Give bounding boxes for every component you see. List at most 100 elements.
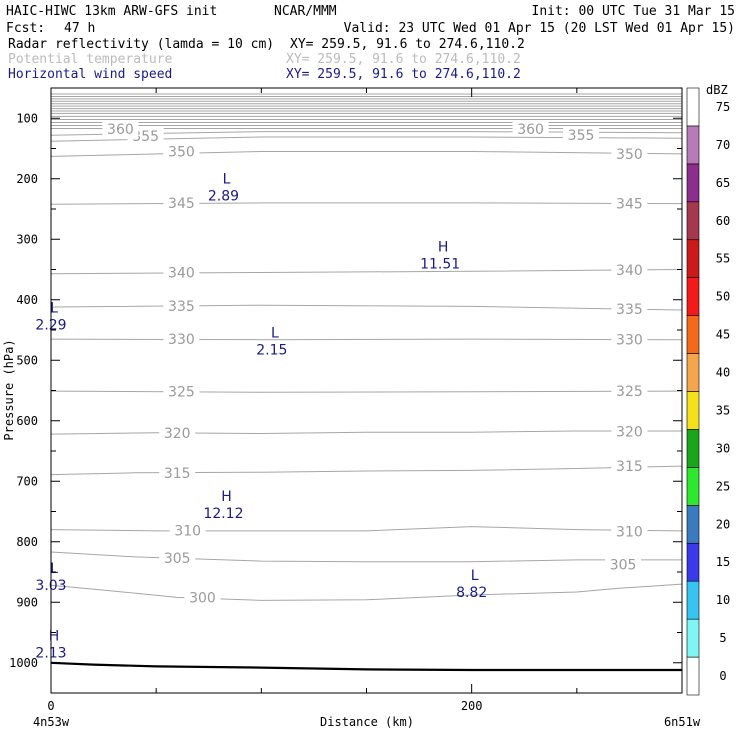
wind-extremum-type: L	[471, 568, 479, 584]
theta-contour-label: 335	[168, 299, 195, 315]
colorbar-swatch	[686, 656, 700, 696]
theta-label-gap	[163, 194, 200, 210]
theta-label-gap	[159, 550, 196, 566]
colorbar-swatch	[686, 353, 700, 392]
wind-extremum-type: L	[50, 561, 58, 577]
colorbar-swatch	[686, 618, 700, 658]
wind-extremum-type: L	[271, 325, 279, 341]
terrain-surface	[50, 661, 682, 672]
theta-contour-label: 340	[168, 266, 195, 282]
theta-contour-label: 305	[164, 551, 191, 567]
x-end-label-left: 4n53w	[33, 715, 70, 729]
wind-extremum-type: L	[50, 300, 58, 316]
colorbar-swatch	[686, 580, 700, 620]
theta-contour-315	[50, 465, 683, 476]
colorbar-level-label: 0	[719, 669, 726, 683]
colorbar-level-label: 35	[716, 403, 730, 417]
y-axis-label: Pressure (hPa)	[2, 339, 16, 440]
theta-label-gap	[611, 300, 648, 316]
x-end-label-right: 6n51w	[664, 715, 701, 729]
wind-extremum-type: H	[221, 489, 232, 505]
plot-area: 300 305 305 310 310 315 315 320 320 325 325 330 330 3…	[2, 87, 701, 729]
theta-label-gap	[163, 143, 200, 159]
field-name-theta: Potential temperature	[8, 52, 173, 67]
theta-contour-label: 320	[164, 426, 191, 442]
colorbar-level-label: 30	[716, 441, 730, 455]
center-label: NCAR/MMM	[274, 4, 337, 19]
theta-contour-label: 350	[168, 145, 195, 161]
theta-contour-label: 350	[616, 147, 643, 163]
colorbar-swatch	[686, 467, 700, 506]
field-xy-wind: XY= 259.5, 91.6 to 274.6,110.2	[286, 67, 521, 82]
wind-extremum-value: 8.82	[456, 585, 487, 601]
theta-contour-340	[50, 269, 683, 275]
wind-extremum-type: L	[223, 172, 231, 188]
theta-contour-label: 315	[616, 459, 643, 475]
plot-background	[51, 88, 682, 693]
surface-pressure-line	[50, 661, 682, 672]
y-axis-ticks: 100 200 300 400 500 600 700 800 900 1000	[9, 111, 682, 694]
theta-label-gap	[605, 556, 642, 572]
colorbar-swatch	[686, 277, 700, 316]
theta-label-gap	[611, 383, 648, 399]
wind-extremum-value: 2.15	[256, 342, 287, 358]
theta-contour-345	[50, 202, 683, 205]
theta-contour-350	[50, 151, 683, 157]
theta-contour-label: 345	[168, 196, 195, 212]
theta-contour-325	[50, 390, 683, 393]
field-name-reflectivity: Radar reflectivity (lamda = 10 cm)	[8, 37, 274, 52]
x-axis-ticks: 0 200	[47, 88, 683, 713]
model-title: HAIC-HIWC 13km ARW-GFS init	[6, 4, 217, 19]
theta-label-gap	[169, 522, 206, 538]
theta-contour-label: 345	[616, 197, 643, 213]
theta-contour-label: 340	[616, 263, 643, 279]
theta-label-gap	[184, 589, 221, 605]
theta-label-gap	[163, 383, 200, 399]
colorbar-swatch	[686, 201, 700, 241]
x-axis-label: Distance (km)	[320, 715, 414, 729]
colorbar-level-label: 45	[716, 328, 730, 342]
theta-label-gap	[159, 464, 196, 480]
field-xy-reflectivity: XY= 259.5, 91.6 to 274.6,110.2	[290, 37, 525, 52]
colorbar-level-label: 40	[716, 366, 730, 380]
wind-extremum-type: H	[438, 239, 449, 255]
init-time: Init: 00 UTC Tue 31 Mar 15	[532, 4, 736, 19]
wind-extremum-value: 12.12	[203, 506, 243, 522]
theta-label-gap	[611, 195, 648, 211]
theta-contour-label: 310	[616, 524, 643, 540]
wind-extremum-type: H	[49, 628, 60, 644]
theta-label-gap	[163, 331, 200, 347]
y-tick-label: 300	[16, 232, 38, 246]
theta-contour-label: 325	[168, 385, 195, 401]
theta-contour-label: 310	[174, 523, 201, 539]
colorbar-swatch	[686, 429, 700, 468]
valid-time: Valid: 23 UTC Wed 01 Apr 15 (20 LST Wed …	[344, 21, 735, 36]
colorbar-level-label: 25	[716, 479, 730, 493]
wind-extremum-value: 2.89	[208, 189, 239, 205]
colorbar-level-label: 20	[716, 517, 730, 531]
theta-label-gap	[563, 127, 600, 143]
colorbar-level-label: 15	[716, 555, 730, 569]
y-tick-label: 800	[16, 535, 38, 549]
colorbar-level-label: 5	[719, 631, 726, 645]
theta-contour-label: 360	[107, 122, 134, 138]
theta-contour-305	[50, 551, 682, 563]
colorbar-title: dBZ	[706, 83, 728, 97]
theta-contour-335	[50, 304, 683, 311]
wind-extremum-value: 11.51	[420, 256, 460, 272]
colorbar-level-label: 55	[716, 252, 730, 266]
theta-label-gap	[512, 121, 549, 137]
theta-label-gap	[611, 458, 648, 474]
colorbar-swatch	[686, 505, 700, 544]
theta-contour-label: 325	[616, 384, 643, 400]
theta-label-gap	[163, 264, 200, 280]
colorbar-swatch	[686, 391, 700, 430]
theta-label-gap	[611, 423, 648, 439]
theta-label-gap	[102, 121, 139, 137]
y-tick-label: 700	[16, 474, 38, 488]
x-tick-label: 200	[461, 699, 483, 713]
colorbar-swatch	[686, 125, 700, 165]
y-tick-label: 1000	[9, 656, 38, 670]
colorbar-swatch	[686, 542, 700, 582]
